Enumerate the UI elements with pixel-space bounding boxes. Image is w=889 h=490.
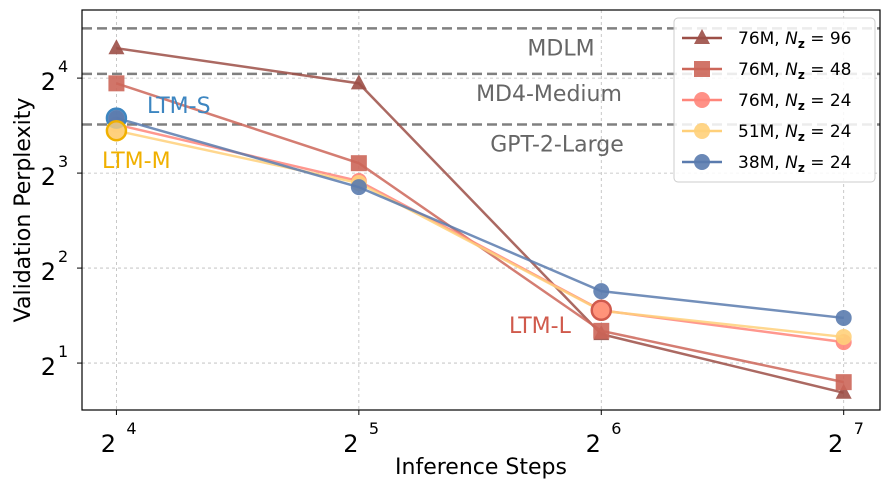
reference-label: MD4-Medium: [476, 82, 622, 107]
x-tick-exponent: 4: [126, 419, 136, 438]
x-axis-label: Inference Steps: [395, 455, 567, 480]
square-marker: [350, 155, 367, 172]
y-axis-label: Validation Perplexity: [11, 98, 36, 323]
series-line: [116, 46, 844, 395]
legend-box: [673, 17, 876, 183]
legend-item: 76M, Nz = 48: [682, 60, 852, 82]
series-line: [116, 129, 844, 339]
triangle-marker: [108, 39, 125, 55]
annotation-label: LTM-S: [147, 94, 211, 119]
square-marker: [593, 322, 610, 339]
legend: 76M, Nz = 96 76M, Nz = 48 76M, Nz = 24 51M,…: [673, 17, 876, 183]
x-tick-label: 2: [101, 430, 116, 458]
legend-item: 38M, Nz = 24: [682, 153, 852, 175]
series-line: [116, 116, 844, 320]
y-tick-exponent: 4: [58, 57, 68, 76]
annotation-label: LTM-M: [102, 149, 171, 174]
x-tick-label: 2: [586, 430, 601, 458]
circle-marker: [694, 123, 710, 139]
plot-frame: [81, 9, 881, 411]
highlight-marker: [590, 299, 613, 322]
x-tick-label: 2: [828, 430, 843, 458]
circle-marker: [694, 154, 710, 170]
y-tick-exponent: 2: [58, 247, 68, 266]
x-tick-exponent: 7: [854, 419, 864, 438]
reference-label: GPT-2-Large: [490, 133, 624, 158]
square-marker: [108, 75, 125, 92]
annotations: LTM-S LTM-M LTM-L: [102, 94, 613, 339]
legend-item: 51M, Nz = 24: [682, 122, 852, 144]
circle-marker: [835, 328, 852, 345]
y-tick-label: 2: [41, 258, 56, 286]
reference-label: MDLM: [527, 36, 594, 61]
annotation-label: LTM-L: [509, 314, 572, 339]
x-tick-exponent: 6: [611, 419, 621, 438]
y-tick-label: 2: [41, 163, 56, 191]
triangle-marker: [694, 29, 710, 44]
legend-label: 51M, Nz = 24: [738, 122, 852, 144]
y-tick-exponent: 3: [58, 152, 68, 171]
triangle-marker: [350, 74, 367, 90]
legend-item: 76M, Nz = 24: [682, 91, 852, 113]
circle-marker: [835, 309, 852, 326]
highlight-marker: [105, 119, 128, 142]
legend-label: 76M, Nz = 96: [738, 29, 852, 51]
y-tick-label: 2: [41, 68, 56, 96]
circle-marker: [593, 283, 610, 300]
legend-item: 76M, Nz = 96: [682, 29, 852, 51]
y-tick-label: 2: [41, 353, 56, 381]
square-marker: [694, 61, 710, 77]
circle-marker: [350, 179, 367, 196]
y-tick-exponent: 1: [58, 342, 68, 361]
legend-label: 76M, Nz = 24: [738, 91, 852, 113]
x-tick-exponent: 5: [369, 419, 379, 438]
square-marker: [835, 374, 852, 391]
triangle-marker: [835, 383, 852, 399]
x-tick-label: 2: [343, 430, 358, 458]
circle-marker: [694, 92, 710, 108]
legend-label: 38M, Nz = 24: [738, 153, 852, 175]
legend-label: 76M, Nz = 48: [738, 60, 852, 82]
